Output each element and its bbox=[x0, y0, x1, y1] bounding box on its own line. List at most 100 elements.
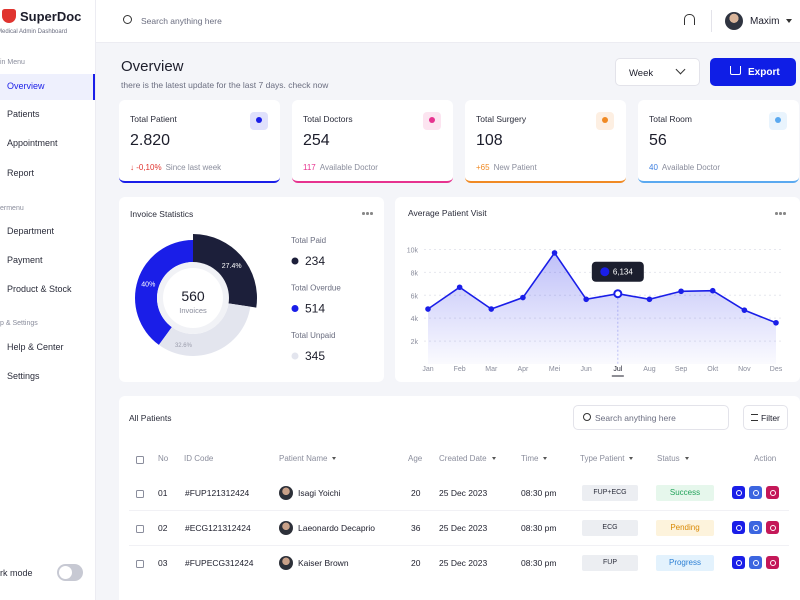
section-title: ermenu bbox=[0, 205, 24, 212]
export-button[interactable]: Export bbox=[710, 58, 796, 86]
edit-button[interactable] bbox=[749, 521, 762, 534]
card-highlight: 117 bbox=[303, 163, 316, 172]
filter-icon bbox=[751, 414, 758, 421]
menu-item[interactable]: Report bbox=[7, 168, 35, 178]
more-dot bbox=[783, 212, 786, 215]
column-header: No bbox=[158, 454, 169, 463]
action-glyph bbox=[753, 490, 759, 496]
column-header: Age bbox=[408, 454, 423, 463]
menu-item[interactable]: Patients bbox=[7, 109, 40, 119]
period-label: Week bbox=[629, 68, 654, 79]
column-header: ID Code bbox=[184, 454, 214, 463]
invoice-card bbox=[119, 197, 384, 382]
action-glyph bbox=[770, 525, 776, 531]
page-title: Overview bbox=[121, 58, 184, 75]
stat-card: Total Surgery 108 +65 New Patient bbox=[465, 100, 626, 183]
menu-item[interactable]: Payment bbox=[7, 255, 43, 265]
view-button[interactable] bbox=[732, 486, 745, 499]
checkbox[interactable] bbox=[136, 490, 144, 498]
checkbox[interactable] bbox=[136, 560, 144, 568]
export-icon bbox=[730, 66, 741, 75]
active-bg bbox=[0, 74, 95, 100]
delete-button[interactable] bbox=[766, 486, 779, 499]
cell: 02 bbox=[158, 523, 168, 533]
search-icon bbox=[123, 15, 132, 24]
user-name[interactable]: Maxim bbox=[750, 16, 780, 27]
cell: 25 Dec 2023 bbox=[439, 558, 488, 568]
search-icon bbox=[583, 413, 591, 421]
checkbox[interactable] bbox=[136, 456, 144, 464]
card-icon-dot bbox=[775, 117, 781, 123]
action-glyph bbox=[770, 490, 776, 496]
card-title: Total Room bbox=[649, 114, 692, 124]
menu-item[interactable]: Overview bbox=[7, 81, 45, 91]
cell: 08:30 pm bbox=[521, 558, 557, 568]
status-badge: Success bbox=[656, 485, 714, 501]
top-search[interactable]: Search anything here bbox=[141, 16, 222, 26]
column-header: Patient Name bbox=[279, 454, 328, 463]
cell: 08:30 pm bbox=[521, 523, 557, 533]
card-note: Since last week bbox=[165, 163, 222, 172]
table-search-text: Search anything here bbox=[595, 413, 676, 423]
card-value: 108 bbox=[476, 132, 503, 149]
cell: 03 bbox=[158, 558, 168, 568]
view-button[interactable] bbox=[732, 521, 745, 534]
action-glyph bbox=[736, 490, 742, 496]
cell: Isagi Yoichi bbox=[298, 488, 341, 498]
delete-button[interactable] bbox=[766, 556, 779, 569]
cell: 20 bbox=[411, 488, 421, 498]
menu-item[interactable]: Appointment bbox=[7, 138, 58, 148]
cell: Kaiser Brown bbox=[298, 558, 349, 568]
edit-button[interactable] bbox=[749, 556, 762, 569]
edit-button[interactable] bbox=[749, 486, 762, 499]
sidebar: SuperDoc Medical Admin Dashboard in Menu Ov… bbox=[0, 0, 96, 600]
type-badge: FUP bbox=[582, 555, 638, 571]
checkbox[interactable] bbox=[136, 525, 144, 533]
type-badge: FUP+ECG bbox=[582, 485, 638, 501]
card-title: Total Patient bbox=[130, 114, 177, 124]
stat-card: Total Room 56 40 Available Doctor bbox=[638, 100, 799, 183]
period-select[interactable]: Week bbox=[615, 58, 700, 86]
section-title: p & Settings bbox=[0, 320, 38, 327]
delete-button[interactable] bbox=[766, 521, 779, 534]
cell: 36 bbox=[411, 523, 421, 533]
more-dot bbox=[366, 212, 369, 215]
toggle-knob bbox=[59, 566, 72, 579]
visit-card bbox=[395, 197, 800, 382]
logo-icon bbox=[2, 9, 16, 23]
card-icon bbox=[423, 112, 441, 130]
bell[interactable] bbox=[684, 14, 695, 25]
patient-avatar bbox=[279, 556, 293, 570]
card-icon-dot bbox=[429, 117, 435, 123]
stat-card: Total Patient 2.820 ↓ -0,10% Since last wee… bbox=[119, 100, 280, 183]
menu-item[interactable]: Help & Center bbox=[7, 342, 64, 352]
view-button[interactable] bbox=[732, 556, 745, 569]
menu-item[interactable]: Department bbox=[7, 226, 55, 236]
card-icon-dot bbox=[256, 117, 262, 123]
card-footer: 40 Available Doctor bbox=[649, 163, 720, 172]
table-search[interactable]: Search anything here bbox=[573, 405, 729, 430]
avatar bbox=[725, 12, 743, 30]
card-icon bbox=[596, 112, 614, 130]
card-icon-dot bbox=[602, 117, 608, 123]
dark-mode-toggle[interactable] bbox=[57, 564, 83, 581]
brand: SuperDoc bbox=[20, 9, 82, 24]
page-subtitle: there is the latest update for the last … bbox=[121, 80, 329, 90]
chevron bbox=[675, 64, 686, 75]
column-header: Action bbox=[754, 454, 777, 463]
card-icon bbox=[250, 112, 268, 130]
cell: 01 bbox=[158, 488, 168, 498]
card-highlight: +65 bbox=[476, 163, 490, 172]
type-badge: ECG bbox=[582, 520, 638, 536]
filter-label: Filter bbox=[761, 413, 780, 423]
more-dot bbox=[370, 212, 373, 215]
cell: #FUPECG312424 bbox=[185, 558, 254, 568]
menu-item[interactable]: Settings bbox=[7, 371, 40, 381]
export-label: Export bbox=[748, 67, 780, 78]
cell: Laeonardo Decaprio bbox=[298, 523, 376, 533]
table-title: All Patients bbox=[129, 413, 172, 423]
patient-avatar bbox=[279, 521, 293, 535]
menu-item[interactable]: Product & Stock bbox=[7, 284, 72, 294]
filter-button[interactable]: Filter bbox=[743, 405, 788, 430]
